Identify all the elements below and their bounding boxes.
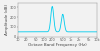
Y-axis label: Amplitude (dB): Amplitude (dB) xyxy=(5,4,9,35)
X-axis label: Octave Band Frequency (Hz): Octave Band Frequency (Hz) xyxy=(28,43,87,47)
